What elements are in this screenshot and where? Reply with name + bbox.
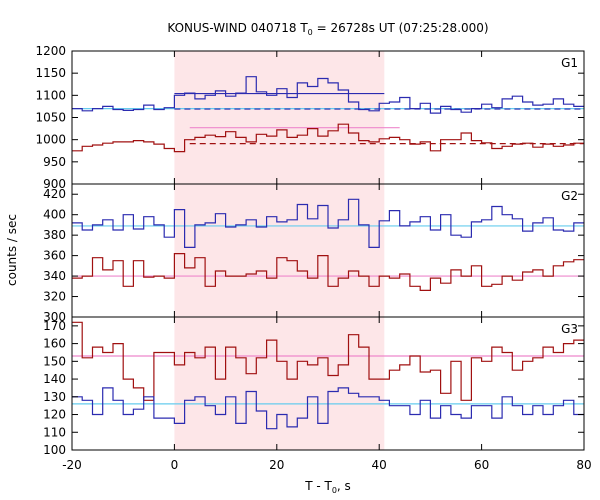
- panel-label: G2: [561, 189, 578, 203]
- y-tick-label: 110: [43, 425, 66, 439]
- x-axis-title-subscript: 0: [332, 486, 337, 495]
- x-axis-title-rest: , s: [337, 479, 351, 493]
- panel-label: G1: [561, 56, 578, 70]
- y-tick-label: 1200: [35, 44, 66, 58]
- y-tick-label: 170: [43, 319, 66, 333]
- y-tick-label: 420: [43, 187, 66, 201]
- panel-label: G3: [561, 322, 578, 336]
- x-tick-label: 60: [474, 458, 489, 472]
- y-tick-label: 140: [43, 372, 66, 386]
- panel-g1: 900 950 1000 1050 1100 1150 1200 G1: [35, 44, 585, 191]
- x-tick-label: 40: [372, 458, 387, 472]
- plot-area: 90095010001050110011501200G1300320340360…: [35, 44, 591, 472]
- y-tick-label: 100: [43, 443, 66, 457]
- y-tick-label: 340: [43, 269, 66, 283]
- x-axis-title: T - T0, s: [304, 479, 351, 495]
- series-blue-step-line: [72, 198, 584, 248]
- title-subscript: 0: [308, 28, 313, 37]
- y-tick-label: 1100: [35, 88, 66, 102]
- y-tick-label: 320: [43, 290, 66, 304]
- series-red-step-line: [72, 321, 584, 401]
- x-tick-label: -20: [62, 458, 82, 472]
- y-tick-label: 400: [43, 208, 66, 222]
- highlight-interval: [174, 51, 385, 450]
- x-axis-title-main: T - T: [304, 479, 332, 493]
- series-red-step-line: [72, 123, 584, 153]
- y-tick-label: 1150: [35, 66, 66, 80]
- y-axis-title: counts / sec: [5, 214, 19, 286]
- series-blue-step-line: [72, 76, 584, 114]
- series-red-step-line: [72, 253, 584, 291]
- title-main: KONUS-WIND 040718 T: [167, 21, 308, 35]
- y-tick-label: 130: [43, 390, 66, 404]
- y-tick-label: 120: [43, 408, 66, 422]
- y-tick-label: 1050: [35, 111, 66, 125]
- x-tick-label: 0: [171, 458, 179, 472]
- y-tick-label: 950: [43, 155, 66, 169]
- y-tick-label: 150: [43, 354, 66, 368]
- x-tick-label: 80: [576, 458, 591, 472]
- y-tick-label: 380: [43, 228, 66, 242]
- panel-g3: 100 110 120 130 140 150 160 170 G3: [43, 316, 585, 457]
- title-rest: = 26728s UT (07:25:28.000): [313, 21, 489, 35]
- y-tick-label: 1000: [35, 133, 66, 147]
- series-blue-step-line: [72, 387, 584, 430]
- panel-frame: [71, 316, 585, 451]
- y-tick-label: 300: [43, 310, 66, 324]
- y-tick-label: 900: [43, 177, 66, 191]
- x-tick-label: 20: [269, 458, 284, 472]
- y-tick-label: 160: [43, 337, 66, 351]
- chart-title: KONUS-WIND 040718 T0 = 26728s UT (07:25:…: [167, 21, 488, 37]
- y-tick-label: 360: [43, 249, 66, 263]
